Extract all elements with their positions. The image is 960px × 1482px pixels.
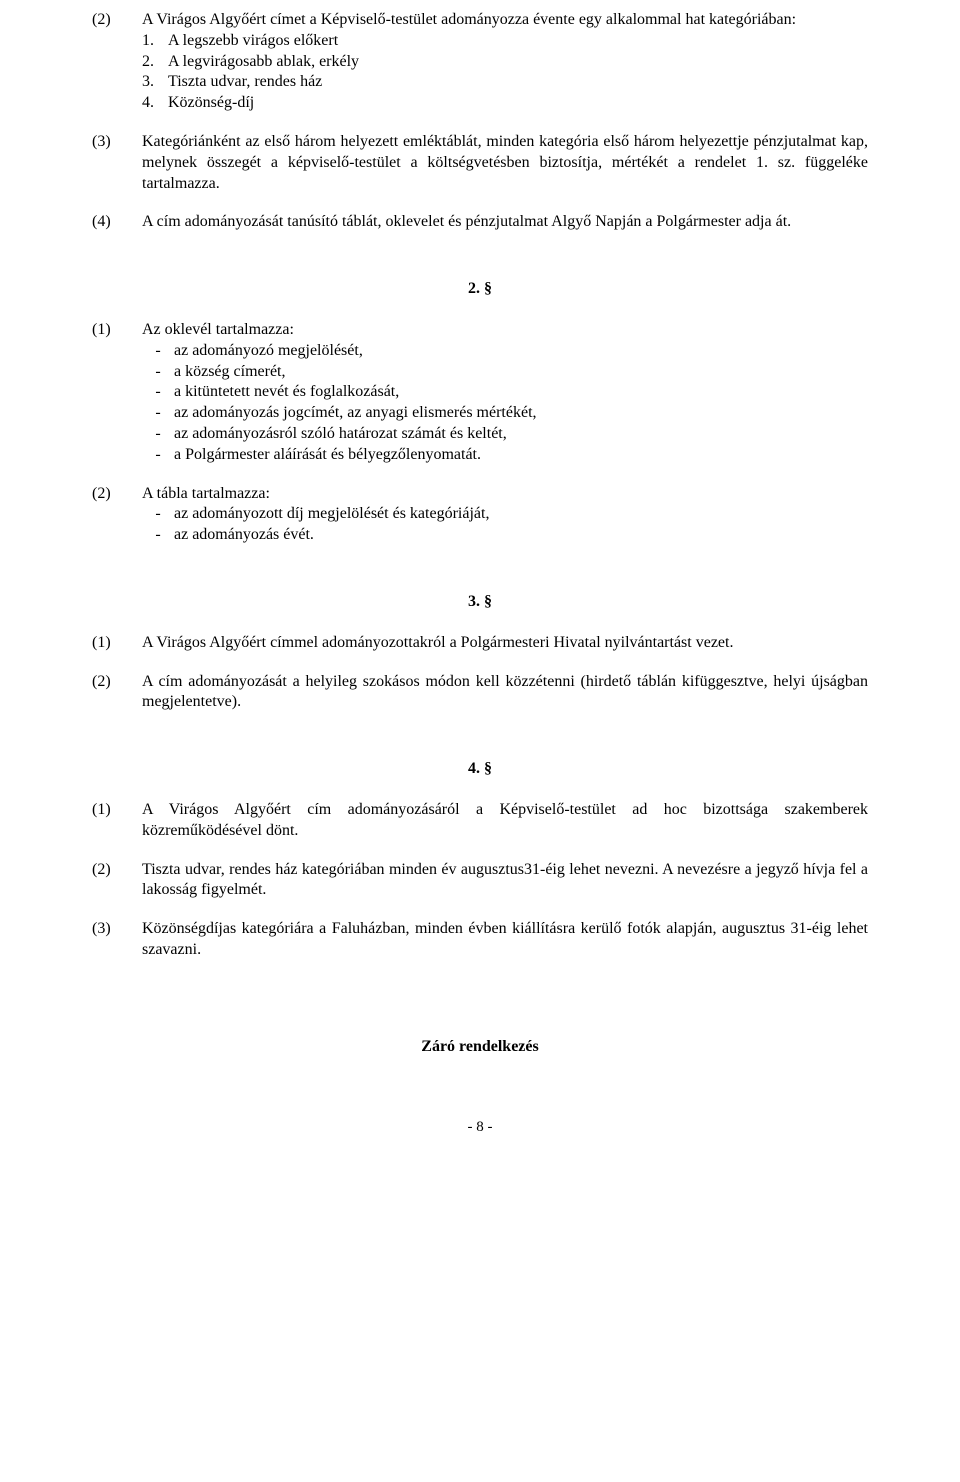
item-number: 4. bbox=[142, 93, 168, 114]
section-4-heading: 4. § bbox=[92, 759, 868, 780]
item-text: az adományozásról szóló határozat számát… bbox=[174, 424, 507, 445]
para-number: (1) bbox=[92, 320, 142, 466]
s4-paragraph-3: (3) Közönségdíjas kategóriára a Faluházb… bbox=[92, 919, 868, 961]
list-item: -a kitüntetett nevét és foglalkozását, bbox=[142, 382, 868, 403]
para-text: A Virágos Algyőért címmel adományozottak… bbox=[142, 633, 868, 654]
dash-icon: - bbox=[142, 403, 174, 424]
oklevel-list: -az adományozó megjelölését, -a község c… bbox=[142, 341, 868, 466]
s4-paragraph-2: (2) Tiszta udvar, rendes ház kategóriába… bbox=[92, 860, 868, 902]
category-list: 1. A legszebb virágos előkert 2. A legvi… bbox=[142, 31, 868, 114]
para-text: Az oklevél tartalmazza: -az adományozó m… bbox=[142, 320, 868, 466]
dash-icon: - bbox=[142, 445, 174, 466]
para-text: A Virágos Algyőért cím adományozásáról a… bbox=[142, 800, 868, 842]
para-number: (1) bbox=[92, 800, 142, 842]
dash-icon: - bbox=[142, 362, 174, 383]
item-number: 3. bbox=[142, 72, 168, 93]
s2-paragraph-2: (2) A tábla tartalmazza: -az adományozot… bbox=[92, 484, 868, 546]
list-item: -az adományozás jogcímét, az anyagi elis… bbox=[142, 403, 868, 424]
item-text: Közönség-díj bbox=[168, 93, 254, 114]
s3-paragraph-2: (2) A cím adományozását a helyileg szoká… bbox=[92, 672, 868, 714]
item-text: az adományozás jogcímét, az anyagi elism… bbox=[174, 403, 537, 424]
list-item: -az adományozásról szóló határozat számá… bbox=[142, 424, 868, 445]
para-number: (4) bbox=[92, 212, 142, 233]
para-intro: A tábla tartalmazza: bbox=[142, 485, 270, 502]
item-text: az adományozás évét. bbox=[174, 525, 314, 546]
para-number: (2) bbox=[92, 10, 142, 114]
list-item: -az adományozás évét. bbox=[142, 525, 868, 546]
s4-paragraph-1: (1) A Virágos Algyőért cím adományozásár… bbox=[92, 800, 868, 842]
para-intro: Az oklevél tartalmazza: bbox=[142, 321, 294, 338]
item-text: A legvirágosabb ablak, erkély bbox=[168, 52, 359, 73]
para-text: Közönségdíjas kategóriára a Faluházban, … bbox=[142, 919, 868, 961]
list-item: -a község címerét, bbox=[142, 362, 868, 383]
item-text: a Polgármester aláírását és bélyegzőleny… bbox=[174, 445, 481, 466]
list-item: 2. A legvirágosabb ablak, erkély bbox=[142, 52, 868, 73]
item-text: a község címerét, bbox=[174, 362, 286, 383]
page-number: - 8 - bbox=[92, 1118, 868, 1138]
closing-heading: Záró rendelkezés bbox=[92, 1037, 868, 1058]
list-item: 1. A legszebb virágos előkert bbox=[142, 31, 868, 52]
para-text: Kategóriánként az első három helyezett e… bbox=[142, 132, 868, 194]
para-number: (1) bbox=[92, 633, 142, 654]
dash-icon: - bbox=[142, 504, 174, 525]
para-number: (2) bbox=[92, 672, 142, 714]
item-text: A legszebb virágos előkert bbox=[168, 31, 338, 52]
s2-paragraph-1: (1) Az oklevél tartalmazza: -az adományo… bbox=[92, 320, 868, 466]
list-item: 4. Közönség-díj bbox=[142, 93, 868, 114]
item-number: 1. bbox=[142, 31, 168, 52]
s3-paragraph-1: (1) A Virágos Algyőért címmel adományozo… bbox=[92, 633, 868, 654]
list-item: -a Polgármester aláírását és bélyegzőlen… bbox=[142, 445, 868, 466]
list-item: -az adományozó megjelölését, bbox=[142, 341, 868, 362]
para-text: Tiszta udvar, rendes ház kategóriában mi… bbox=[142, 860, 868, 902]
tabla-list: -az adományozott díj megjelölését és kat… bbox=[142, 504, 868, 546]
dash-icon: - bbox=[142, 424, 174, 445]
para-number: (3) bbox=[92, 919, 142, 961]
section-3-heading: 3. § bbox=[92, 592, 868, 613]
para-number: (2) bbox=[92, 484, 142, 546]
para-number: (3) bbox=[92, 132, 142, 194]
para-text: A Virágos Algyőért címet a Képviselő-tes… bbox=[142, 10, 868, 114]
item-text: Tiszta udvar, rendes ház bbox=[168, 72, 322, 93]
para-number: (2) bbox=[92, 860, 142, 902]
dash-icon: - bbox=[142, 382, 174, 403]
item-text: a kitüntetett nevét és foglalkozását, bbox=[174, 382, 399, 403]
item-number: 2. bbox=[142, 52, 168, 73]
paragraph-4: (4) A cím adományozását tanúsító táblát,… bbox=[92, 212, 868, 233]
item-text: az adományozott díj megjelölését és kate… bbox=[174, 504, 489, 525]
para-intro: A Virágos Algyőért címet a Képviselő-tes… bbox=[142, 11, 796, 28]
list-item: 3. Tiszta udvar, rendes ház bbox=[142, 72, 868, 93]
section-2-heading: 2. § bbox=[92, 279, 868, 300]
para-text: A cím adományozását a helyileg szokásos … bbox=[142, 672, 868, 714]
para-text: A cím adományozását tanúsító táblát, okl… bbox=[142, 212, 868, 233]
para-text: A tábla tartalmazza: -az adományozott dí… bbox=[142, 484, 868, 546]
item-text: az adományozó megjelölését, bbox=[174, 341, 363, 362]
dash-icon: - bbox=[142, 341, 174, 362]
dash-icon: - bbox=[142, 525, 174, 546]
paragraph-3: (3) Kategóriánként az első három helyeze… bbox=[92, 132, 868, 194]
list-item: -az adományozott díj megjelölését és kat… bbox=[142, 504, 868, 525]
paragraph-2: (2) A Virágos Algyőért címet a Képviselő… bbox=[92, 10, 868, 114]
